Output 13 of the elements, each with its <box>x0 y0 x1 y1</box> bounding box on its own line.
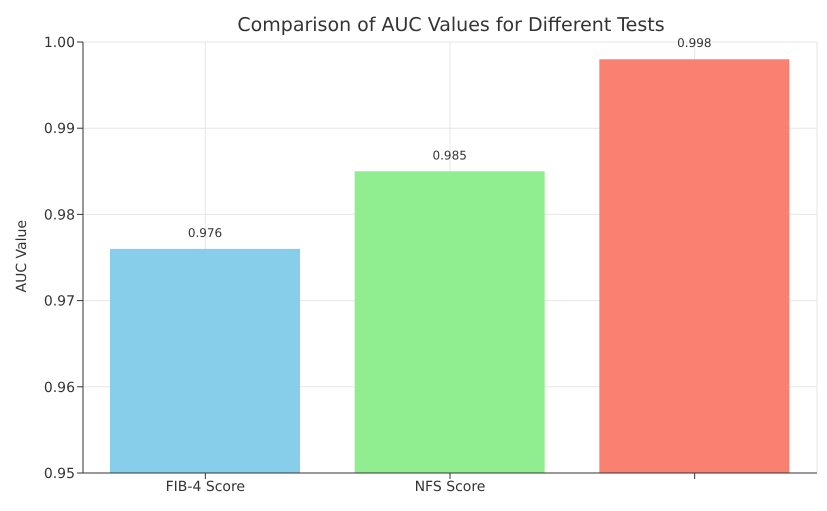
data-label: 0.985 <box>432 148 467 162</box>
y-tick-label: 0.99 <box>44 121 75 138</box>
x-tick-label: FIB-4 Score <box>166 478 246 495</box>
data-label: 0.998 <box>677 36 712 50</box>
x-tick-label: NFS Score <box>414 478 486 495</box>
y-tick-label: 0.95 <box>44 466 75 482</box>
chart-title: Comparison of AUC Values for Different Tests <box>236 14 666 36</box>
data-label: 0.976 <box>188 226 222 240</box>
y-axis-title: AUC Value <box>14 220 30 292</box>
y-tick-label: 0.98 <box>44 207 75 224</box>
y-tick-label: 0.97 <box>44 294 75 310</box>
y-tick-label: 1.00 <box>44 34 75 51</box>
y-tick-label: 0.96 <box>44 380 76 396</box>
